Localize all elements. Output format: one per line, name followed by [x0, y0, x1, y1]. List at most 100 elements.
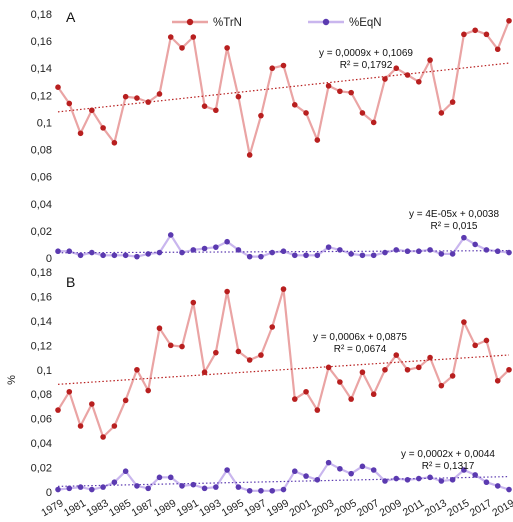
panel-a-trn-point-1999 — [280, 62, 287, 69]
panel-b-trn-point-2008 — [382, 366, 388, 373]
panel-b-trn-point-1986 — [134, 366, 140, 373]
panel-a-y-axis: 0 0,02 0,04 0,06 0,08 0,1 0,12 0,14 0,16 0,18 — [31, 9, 52, 265]
panel-b-y-tick-0: 0 — [46, 487, 52, 499]
panel-a-trn-point-1998 — [269, 65, 276, 72]
panel-a-eqn-point-1997 — [258, 253, 264, 260]
panel-a-eqn-point-1979 — [55, 248, 61, 255]
panel-b-eqn-equation: y = 0,0002x + 0,0044 — [401, 449, 495, 460]
panel-b-eqn-point-2008 — [382, 478, 388, 484]
panel-a-trn-point-2015 — [461, 31, 467, 38]
panel-b-eqn-point-2009 — [393, 475, 400, 482]
panel-a-trn-point-2004 — [337, 88, 343, 95]
panel-a-y-tick-0: 0 — [46, 253, 52, 265]
panel-b-trn-point-2006 — [359, 369, 366, 376]
panel-b-y-tick-2: 0,04 — [31, 438, 52, 450]
panel-a-trn-point-2016 — [472, 27, 478, 34]
panel-b-trn-point-1999 — [280, 286, 287, 292]
panel-b-y-tick-3: 0,06 — [31, 414, 52, 426]
panel-a-eqn-point-1986 — [134, 253, 140, 260]
panel-b-y-axis: 0 0,02 0,04 0,06 0,08 0,1 0,12 0,14 0,16 0,18 — [31, 267, 52, 499]
panel-a-trn-point-1984 — [111, 139, 118, 146]
panel-b-eqn-point-2000 — [291, 468, 298, 475]
panel-a-eqn-point-1984 — [111, 252, 118, 259]
panel-b-eqn-point-1980 — [66, 485, 73, 492]
panel-b-eqn-point-2016 — [472, 472, 478, 478]
panel-b-trn-point-1998 — [269, 324, 276, 330]
panel-b-trn-equation: y = 0,0006x + 0,0875 — [313, 332, 407, 343]
panel-b-y-tick-4: 0,08 — [31, 389, 52, 401]
panel-b-eqn-point-1981 — [77, 484, 84, 490]
panel-b-eqn-point-2006 — [359, 463, 366, 470]
panel-a-eqn-point-1998 — [269, 249, 276, 256]
panel-b-trn-point-1996 — [246, 357, 253, 363]
panel-b-y-tick-5: 0,1 — [37, 365, 52, 377]
panel-b-trn-point-1985 — [122, 397, 129, 404]
panel-a-trn-point-1986 — [134, 95, 140, 101]
panel-b-eqn-point-2002 — [314, 476, 321, 483]
panel-a-eqn-r2: R² = 0,015 — [431, 221, 478, 232]
panel-b-eqn-point-2015 — [461, 467, 467, 473]
panel-a-y-tick-3: 0,06 — [31, 172, 52, 184]
panel-a-label: A — [66, 9, 76, 25]
panel-b-eqn-point-1987 — [145, 485, 151, 492]
panel-b-trn-point-2002 — [314, 407, 321, 413]
panel-a-trn-point-1982 — [89, 107, 95, 114]
panel-a-y-tick-4: 0,08 — [31, 145, 52, 157]
panel-a-trn-point-1993 — [213, 107, 219, 114]
panel-b-trn-point-2011 — [416, 364, 422, 371]
panel-a-eqn-point-1991 — [190, 247, 197, 253]
panel-a-trn-point-1983 — [100, 125, 106, 131]
panel-a-eqn-point-1989 — [167, 232, 174, 238]
panel-b-trn-point-2005 — [348, 396, 354, 402]
panel-a-trn-point-1981 — [77, 130, 84, 137]
panel-a-eqn-point-1983 — [100, 252, 106, 259]
panel-a-trn-point-2000 — [291, 102, 298, 108]
panel-a-trn-point-2007 — [370, 119, 377, 126]
panel-a-eqn-point-2006 — [359, 252, 366, 259]
panel-b-eqn-point-1979 — [55, 486, 61, 493]
panel-b-y-tick-8: 0,16 — [31, 291, 52, 303]
panel-a-trn-point-1989 — [167, 34, 174, 40]
panel-a-trn-point-1990 — [179, 45, 185, 51]
panel-a-trn-point-2008 — [382, 76, 388, 82]
panel-a-eqn-point-2004 — [337, 247, 343, 253]
panel-b-eqn-point-1998 — [269, 487, 276, 494]
panel-a-eqn-point-1994 — [224, 238, 230, 245]
legend-eqn-label: %EqN — [349, 17, 382, 29]
panel-a-y-tick-8: 0,16 — [31, 36, 52, 48]
panel-b-eqn-point-2013 — [438, 478, 445, 484]
panel-b-eqn-point-2012 — [427, 474, 433, 481]
panel-b-trn-point-2014 — [449, 373, 456, 379]
panel-a-eqn-point-2003 — [325, 244, 332, 250]
panel-b-eqn-point-1985 — [122, 468, 129, 475]
panel-a-eqn-point-1992 — [201, 245, 208, 252]
panel-b-eqn-point-1990 — [179, 483, 185, 489]
panel-b-eqn-point-2019 — [506, 486, 512, 493]
panel-a-trn-point-1988 — [156, 91, 163, 97]
panel-a-y-tick-9: 0,18 — [31, 9, 52, 21]
panel-b-trn-point-2001 — [303, 388, 309, 395]
panel-a-y-tick-5: 0,1 — [37, 117, 52, 129]
panel-b-eqn-point-2003 — [325, 459, 332, 466]
panel-a-eqn-point-1982 — [89, 249, 95, 256]
panel-b-eqn-point-2010 — [404, 476, 411, 483]
panel-b-trn-point-2013 — [438, 382, 445, 389]
panel-a-trn-point-2014 — [449, 99, 456, 105]
panel-b-eqn-point-2011 — [416, 475, 422, 482]
panel-a-eqn-point-2019 — [506, 249, 512, 256]
legend: %TrN %EqN — [172, 17, 382, 29]
panel-b-trn-r2: R² = 0,0674 — [334, 344, 387, 355]
panel-b-eqn-point-1983 — [100, 484, 106, 490]
panel-a-trn-point-1994 — [224, 45, 230, 51]
panel-a-y-tick-2: 0,04 — [31, 199, 52, 211]
panel-a-trn-point-1985 — [122, 93, 129, 100]
panel-a-y-tick-7: 0,14 — [31, 63, 52, 75]
panel-b-trn-point-2018 — [494, 377, 501, 384]
panel-a-eqn-point-1987 — [145, 251, 151, 257]
panel-b-trn-point-1982 — [89, 401, 95, 407]
panel-b-trn-trendline — [57, 354, 510, 385]
y-axis-label: % — [6, 375, 18, 385]
panel-b-eqn-point-1995 — [235, 484, 242, 490]
legend-trn-marker — [186, 18, 194, 26]
legend-eqn-marker — [322, 18, 330, 26]
